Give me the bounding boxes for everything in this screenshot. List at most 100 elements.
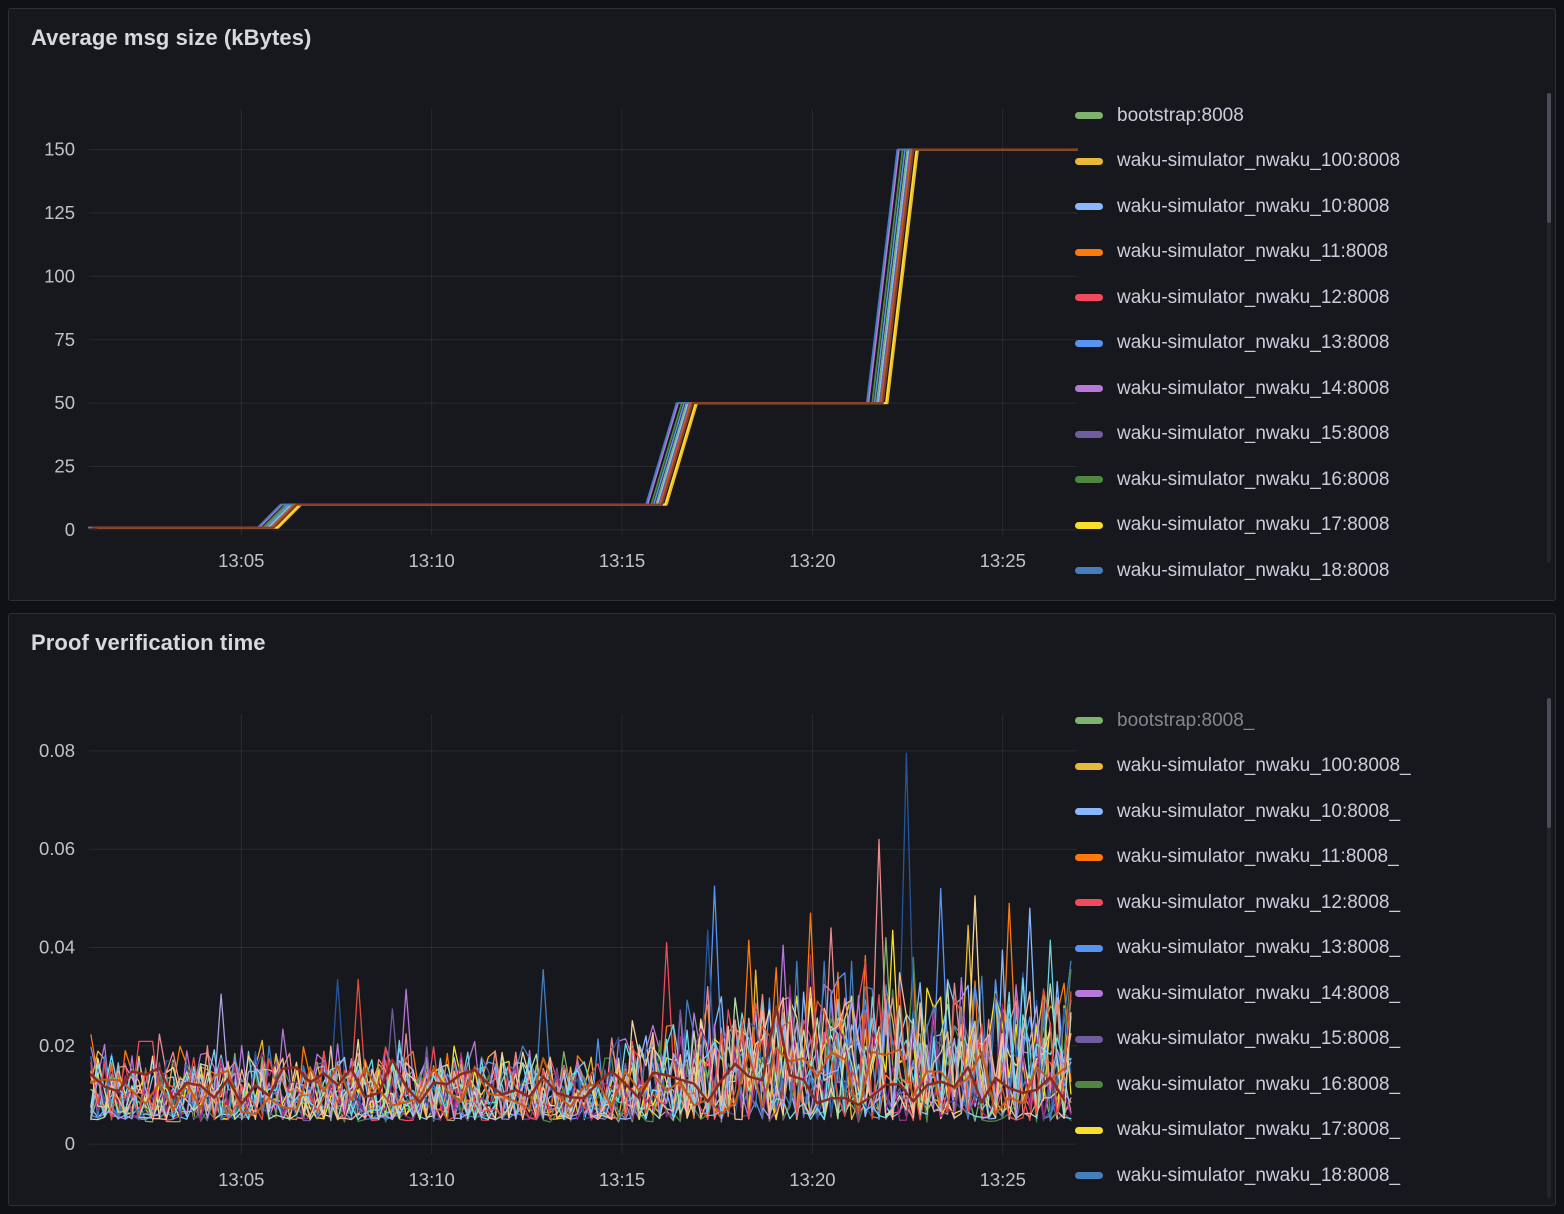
series-line: [88, 148, 1068, 529]
legend-swatch-icon: [1075, 112, 1103, 120]
legend-item[interactable]: waku-simulator_nwaku_13:8008_: [1075, 926, 1541, 972]
y-axis-tick-label: 0.02: [39, 1035, 75, 1056]
legend-item[interactable]: waku-simulator_nwaku_14:8008: [1075, 366, 1541, 412]
legend-item[interactable]: waku-simulator_nwaku_100:8008: [1075, 139, 1541, 185]
legend-label: waku-simulator_nwaku_15:8008: [1117, 423, 1390, 445]
legend-swatch-icon: [1075, 157, 1103, 165]
legend-item[interactable]: waku-simulator_nwaku_10:8008_: [1075, 789, 1541, 835]
legend-item[interactable]: bootstrap:8008_: [1075, 698, 1541, 744]
legend-label: waku-simulator_nwaku_11:8008: [1117, 241, 1389, 263]
legend-label: waku-simulator_nwaku_14:8008_: [1117, 982, 1401, 1004]
legend-item[interactable]: waku-simulator_nwaku_16:8008_: [1075, 1062, 1541, 1108]
legend-item[interactable]: waku-simulator_nwaku_12:8008_: [1075, 880, 1541, 926]
plot-series-group: [89, 752, 1072, 1123]
legend-label: waku-simulator_nwaku_14:8008: [1117, 377, 1390, 399]
legend-label: bootstrap:8008_: [1117, 709, 1255, 731]
series-line: [91, 148, 1078, 529]
legend-item[interactable]: waku-simulator_nwaku_100:8008_: [1075, 744, 1541, 790]
series-line: [90, 977, 1072, 1121]
legend-item[interactable]: waku-simulator_nwaku_15:8008: [1075, 412, 1541, 458]
plot-series-group: [88, 148, 1078, 529]
legend-item[interactable]: bootstrap:8008: [1075, 93, 1541, 139]
x-axis-tick-label: 13:25: [980, 1169, 1026, 1190]
legend-scrollbar[interactable]: [1547, 698, 1551, 1198]
legend-item[interactable]: waku-simulator_nwaku_10:8008: [1075, 184, 1541, 230]
series-line: [90, 993, 1072, 1121]
legend-item[interactable]: waku-simulator_nwaku_11:8008_: [1075, 835, 1541, 881]
legend-item[interactable]: waku-simulator_nwaku_14:8008_: [1075, 971, 1541, 1017]
panel-proof-verification-time: Proof verification time 0 0.02 0.04 0.06 0.0…: [8, 613, 1556, 1206]
legend-avg-msg-size: bootstrap:8008 waku-simulator_nwaku_100:8…: [1075, 93, 1541, 594]
legend-label: waku-simulator_nwaku_18:8008: [1117, 559, 1390, 581]
legend-label: waku-simulator_nwaku_16:8008: [1117, 468, 1390, 490]
legend-label: waku-simulator_nwaku_16:8008_: [1117, 1073, 1401, 1095]
y-axis-tick-label: 75: [54, 329, 75, 350]
series-line: [90, 939, 1072, 1121]
series-line: [89, 148, 1078, 529]
legend-swatch-icon: [1075, 762, 1103, 770]
legend-swatch-icon: [1075, 248, 1103, 256]
x-axis-tick-label: 13:10: [409, 1169, 455, 1190]
legend-label: waku-simulator_nwaku_11:8008_: [1117, 846, 1399, 868]
y-axis-tick-label: 0.08: [39, 740, 75, 761]
series-line: [91, 148, 1078, 529]
legend-swatch-icon: [1075, 717, 1103, 725]
series-line: [88, 148, 1074, 529]
x-axis-tick-label: 13:25: [980, 550, 1026, 571]
legend-label: waku-simulator_nwaku_17:8008_: [1117, 1119, 1401, 1141]
legend-scrollbar-thumb[interactable]: [1547, 93, 1551, 223]
series-line: [90, 148, 1078, 529]
legend-item[interactable]: waku-simulator_nwaku_17:8008: [1075, 503, 1541, 549]
legend-swatch-icon: [1075, 203, 1103, 211]
y-axis-tick-label: 100: [44, 265, 75, 286]
legend-label: waku-simulator_nwaku_12:8008_: [1117, 891, 1401, 913]
x-axis-tick-label: 13:05: [218, 1169, 264, 1190]
legend-swatch-icon: [1075, 1081, 1103, 1089]
legend-swatch-icon: [1075, 808, 1103, 816]
x-axis-tick-label: 13:20: [789, 1169, 835, 1190]
legend-label: waku-simulator_nwaku_18:8008_: [1117, 1164, 1401, 1186]
legend-item[interactable]: waku-simulator_nwaku_18:8008_: [1075, 1153, 1541, 1199]
series-line: [88, 148, 1066, 529]
legend-swatch-icon: [1075, 899, 1103, 907]
legend-label: waku-simulator_nwaku_100:8008_: [1117, 755, 1411, 777]
y-axis-tick-label: 0.06: [39, 838, 75, 859]
legend-scrollbar-thumb[interactable]: [1547, 698, 1551, 828]
x-axis-tick-label: 13:15: [599, 1169, 645, 1190]
legend-swatch-icon: [1075, 990, 1103, 998]
legend-item[interactable]: waku-simulator_nwaku_17:8008_: [1075, 1108, 1541, 1154]
legend-swatch-icon: [1075, 1035, 1103, 1043]
legend-scrollbar[interactable]: [1547, 93, 1551, 563]
legend-item[interactable]: waku-simulator_nwaku_12:8008: [1075, 275, 1541, 321]
legend-item[interactable]: waku-simulator_nwaku_15:8008_: [1075, 1017, 1541, 1063]
legend-swatch-icon: [1075, 294, 1103, 302]
legend-item[interactable]: waku-simulator_nwaku_13:8008: [1075, 321, 1541, 367]
y-axis-tick-label: 0: [65, 1133, 75, 1154]
x-axis-tick-label: 13:05: [218, 550, 264, 571]
legend-label: waku-simulator_nwaku_10:8008: [1117, 195, 1390, 217]
legend-item[interactable]: waku-simulator_nwaku_16:8008: [1075, 457, 1541, 503]
legend-swatch-icon: [1075, 476, 1103, 484]
legend-label: waku-simulator_nwaku_12:8008: [1117, 286, 1390, 308]
y-axis-tick-label: 25: [54, 456, 75, 477]
y-axis-tick-label: 125: [44, 202, 75, 223]
proof-verification-chart[interactable]: 0 0.02 0.04 0.06 0.08 13:05 13:10 13:15 13:20 13:…: [25, 698, 1085, 1198]
series-line: [96, 148, 1078, 529]
y-axis-tick-label: 150: [44, 139, 75, 160]
legend-item[interactable]: waku-simulator_nwaku_18:8008: [1075, 548, 1541, 594]
avg-msg-size-chart[interactable]: 0 25 50 75 100 125 150 13:05 13:10 13:15 13:20 13:2…: [25, 93, 1085, 579]
legend-item[interactable]: waku-simulator_nwaku_11:8008: [1075, 230, 1541, 276]
legend-label: waku-simulator_nwaku_13:8008_: [1117, 937, 1401, 959]
legend-swatch-icon: [1075, 339, 1103, 347]
legend-swatch-icon: [1075, 567, 1103, 575]
legend-swatch-icon: [1075, 385, 1103, 393]
legend-label: waku-simulator_nwaku_15:8008_: [1117, 1028, 1401, 1050]
panel-header-proof-verification[interactable]: Proof verification time: [31, 628, 1533, 662]
legend-swatch-icon: [1075, 853, 1103, 861]
series-line: [90, 971, 1072, 1121]
series-line: [89, 148, 1078, 529]
panel-header-avg-msg-size[interactable]: Average msg size (kBytes): [31, 23, 1533, 57]
legend-label: waku-simulator_nwaku_13:8008: [1117, 332, 1390, 354]
x-axis-tick-label: 13:15: [599, 550, 645, 571]
